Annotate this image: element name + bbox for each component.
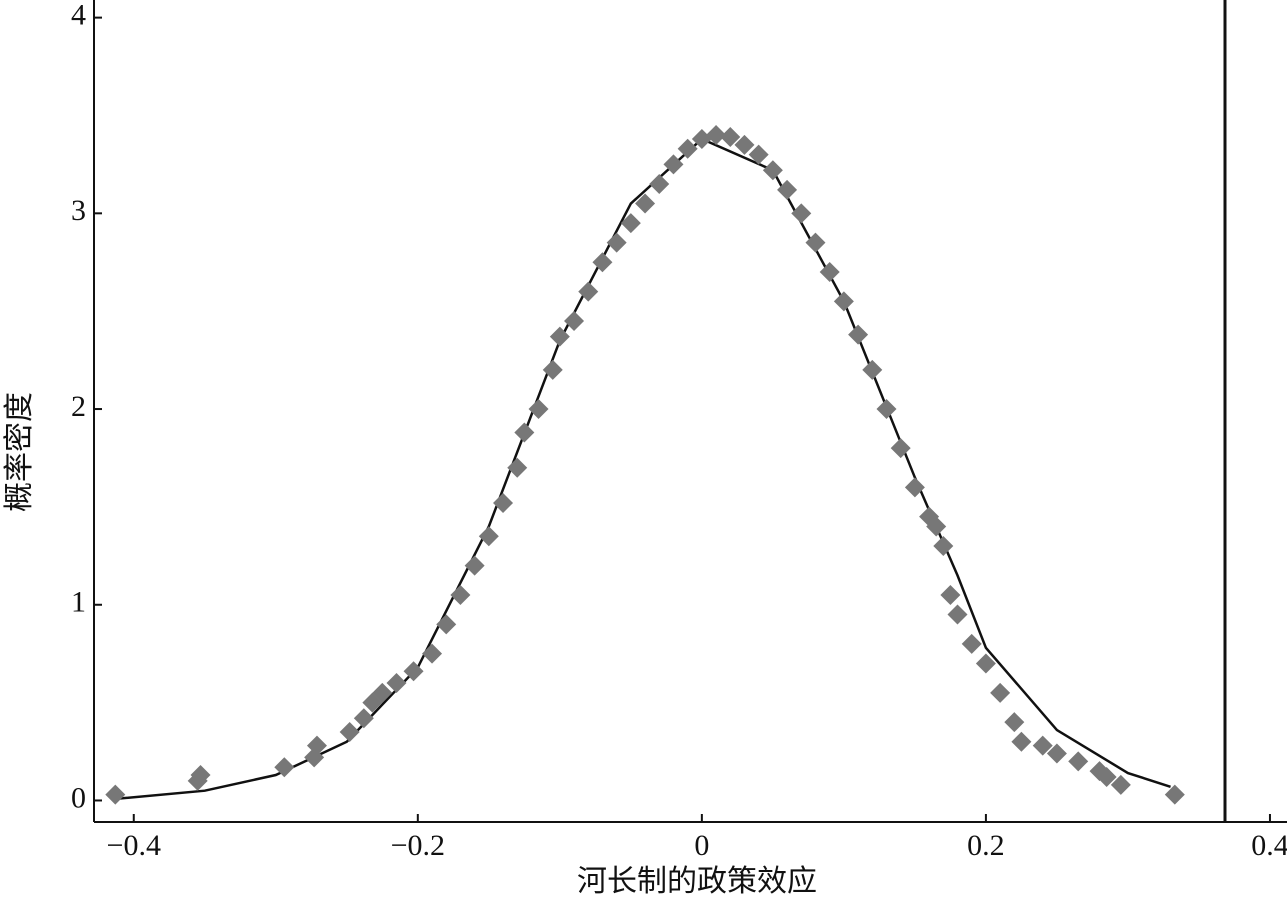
- diamond-point: [372, 682, 393, 703]
- diamond-point: [190, 765, 211, 786]
- diamond-point: [1110, 774, 1131, 795]
- diamond-point: [926, 516, 947, 537]
- diamond-point: [649, 173, 670, 194]
- diamond-point: [274, 757, 295, 778]
- diamond-point: [403, 661, 424, 682]
- diamond-point: [748, 144, 769, 165]
- y-tick-label: 0: [71, 781, 86, 814]
- diamond-point: [791, 203, 812, 224]
- diamond-point: [564, 310, 585, 331]
- diamond-point: [1164, 784, 1185, 805]
- diamond-point: [450, 584, 471, 605]
- diamond-point: [353, 708, 374, 729]
- diamond-point: [493, 492, 514, 513]
- diamond-point: [677, 138, 698, 159]
- diamond-point: [848, 324, 869, 345]
- diamond-point: [507, 457, 528, 478]
- diamond-point: [436, 614, 457, 635]
- diamond-point: [876, 399, 897, 420]
- diamond-point: [514, 422, 535, 443]
- diamond-point: [691, 128, 712, 149]
- diamond-point: [777, 179, 798, 200]
- diamond-point: [422, 643, 443, 664]
- diamond-point: [635, 193, 656, 214]
- diamond-point: [386, 673, 407, 694]
- density-line: [119, 137, 1171, 800]
- y-tick-label: 2: [71, 390, 86, 423]
- diamond-point: [890, 438, 911, 459]
- diamond-point: [975, 653, 996, 674]
- diamond-point: [105, 784, 126, 805]
- diamond-point: [542, 359, 563, 380]
- x-tick-label: −0.4: [107, 829, 161, 862]
- diamond-point: [762, 160, 783, 181]
- diamond-point: [833, 291, 854, 312]
- diamond-point: [1068, 751, 1089, 772]
- y-tick-label: 4: [71, 0, 86, 32]
- y-tick-label: 3: [71, 194, 86, 227]
- diamond-point: [339, 721, 360, 742]
- diamond-point: [734, 134, 755, 155]
- diamond-point: [592, 252, 613, 273]
- x-tick-label: −0.2: [391, 829, 445, 862]
- diamond-point: [933, 536, 954, 557]
- diamond-point: [940, 584, 961, 605]
- diamond-point: [819, 262, 840, 283]
- diamond-point: [904, 477, 925, 498]
- diamond-point: [1011, 731, 1032, 752]
- diamond-point: [606, 232, 627, 253]
- diamond-point: [464, 555, 485, 576]
- x-tick-label: 0: [694, 829, 709, 862]
- y-axis-label: 概率密度: [3, 392, 36, 512]
- diamond-point: [961, 633, 982, 654]
- diamond-point: [720, 127, 741, 147]
- diamond-point: [862, 359, 883, 380]
- x-tick-label: 0.4: [1251, 829, 1287, 862]
- diamond-point: [306, 735, 327, 756]
- diamond-point: [1046, 743, 1067, 764]
- x-tick-label: 0.2: [967, 829, 1005, 862]
- diamond-point: [1032, 735, 1053, 756]
- y-tick-label: 1: [71, 586, 86, 619]
- diamond-point: [1004, 712, 1025, 733]
- diamond-point: [1096, 766, 1117, 787]
- diamond-point: [706, 125, 727, 146]
- diamond-point: [805, 232, 826, 253]
- diamond-point: [990, 682, 1011, 703]
- x-axis-label: 河长制的政策效应: [577, 865, 817, 898]
- diamond-point: [620, 213, 641, 234]
- diamond-point: [947, 604, 968, 625]
- diamond-point: [528, 399, 549, 420]
- diamond-point: [578, 281, 599, 302]
- diamond-point: [549, 326, 570, 347]
- diamond-point: [663, 154, 684, 175]
- diamond-point: [478, 526, 499, 547]
